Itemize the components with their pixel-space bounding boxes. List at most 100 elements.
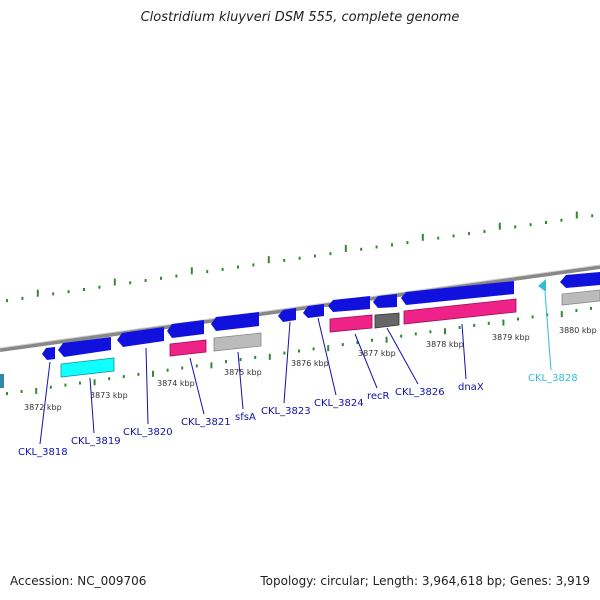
inner-tick [166,368,169,372]
inner-tick [502,319,505,326]
gene-ckl-3828-arrow [538,279,546,292]
outer-tick [498,222,501,230]
gene-connector-line [237,351,244,410]
tick-label: 3878 kbp [426,340,464,349]
genome-backbone [0,265,600,352]
gene-label: CKL_3828 [528,373,578,384]
outer-tick [252,263,255,267]
outer-tick [67,290,70,294]
map-title: Clostridium kluyveri DSM 555, complete g… [140,10,460,25]
gene-ckl-3819-arrow [58,337,111,357]
outer-tick [529,223,532,227]
gene-connectors [39,291,552,445]
outer-tick [437,236,440,240]
outer-tick [298,256,301,260]
outer-tick [344,245,347,252]
inner-tick [210,362,213,369]
gene-label: recR [367,391,390,402]
gene-label: CKL_3824 [314,398,364,409]
outer-tick [452,234,455,238]
tick-label: 3879 kbp [492,333,530,342]
inner-tick [487,321,490,325]
inner-tick [517,317,519,321]
inner-tick [35,387,38,394]
inner-tick [371,338,373,342]
gene-next-arrow [560,272,600,288]
tick-label: 3872 kbp [24,403,62,412]
gene-connector-line [39,361,51,445]
inner-tick [137,372,140,376]
outer-tick [406,241,409,245]
outer-tick [221,267,224,271]
tick-label: 3873 kbp [90,391,128,400]
feature-gray-right [561,289,600,306]
gene-label: sfsA [235,412,256,423]
outer-dotted-ring [6,211,594,303]
outer-tick [360,247,363,251]
inner-tick [64,383,67,387]
outer-tick [175,274,178,278]
gene-ckl-3818-arrow [42,347,55,360]
inner-tick [575,309,578,312]
tick-labels: 3872 kbp 3873 kbp 3874 kbp 3875 kbp 3876 kbp… [24,326,597,412]
edge-feature [0,374,4,388]
gene-connector-line [189,357,205,415]
gene-label: CKL_3819 [71,436,121,447]
inner-tick [108,377,111,381]
outer-tick [329,252,332,256]
gene-ckl-3821-arrow [167,320,204,338]
inner-tick [122,375,125,379]
outer-tick [6,299,8,303]
outer-tick [421,233,424,241]
gene-label: CKL_3818 [18,447,68,458]
feature-cyan [60,357,115,378]
gene-connector-line [89,377,95,434]
gene-label: CKL_3821 [181,417,231,428]
inner-tick [429,330,432,334]
gene-dnax-arrow [401,281,514,305]
inner-tick [79,381,81,385]
outer-tick [575,211,578,219]
gene-ckl-3824-arrow [303,304,324,318]
inner-tick [195,364,198,368]
outer-tick [129,281,132,285]
topology-text: Topology: circular; Length: 3,964,618 bp… [260,574,590,588]
inner-tick [473,323,476,327]
inner-tick [327,345,330,352]
outer-tick [591,214,594,218]
inner-tick [283,351,286,355]
outer-tick [36,289,39,297]
inner-tick [414,332,417,336]
outer-tick [391,243,393,247]
inner-tick [458,326,461,329]
gene-label: CKL_3820 [123,427,173,438]
outer-tick [160,276,162,280]
tick-label: 3874 kbp [157,379,195,388]
inner-tick [590,306,592,310]
inner-tick [6,392,8,396]
inner-tick [400,334,403,338]
feature-pink-recr [329,314,373,333]
outer-tick [560,218,563,222]
gene-sfsa-arrow [211,312,259,331]
outer-tick [206,270,209,274]
outer-tick [98,285,101,289]
inner-tick [181,366,184,370]
tick-label: 3880 kbp [559,326,597,335]
gene-connector-line [354,333,378,389]
inner-tick [49,385,52,389]
gene-label: CKL_3826 [395,387,445,398]
feature-pink-dnax [403,298,517,325]
gene-ckl-3826-arrow [373,294,397,308]
inner-tick [298,349,300,353]
outer-tick [144,279,147,282]
inner-tick [268,353,271,360]
gene-label: CKL_3823 [261,406,311,417]
tick-label: 3876 kbp [291,359,329,368]
outer-tick [468,232,470,236]
gene-connector-line [461,323,467,380]
feature-gray-sfsa [213,332,262,352]
inner-tick [341,343,344,347]
